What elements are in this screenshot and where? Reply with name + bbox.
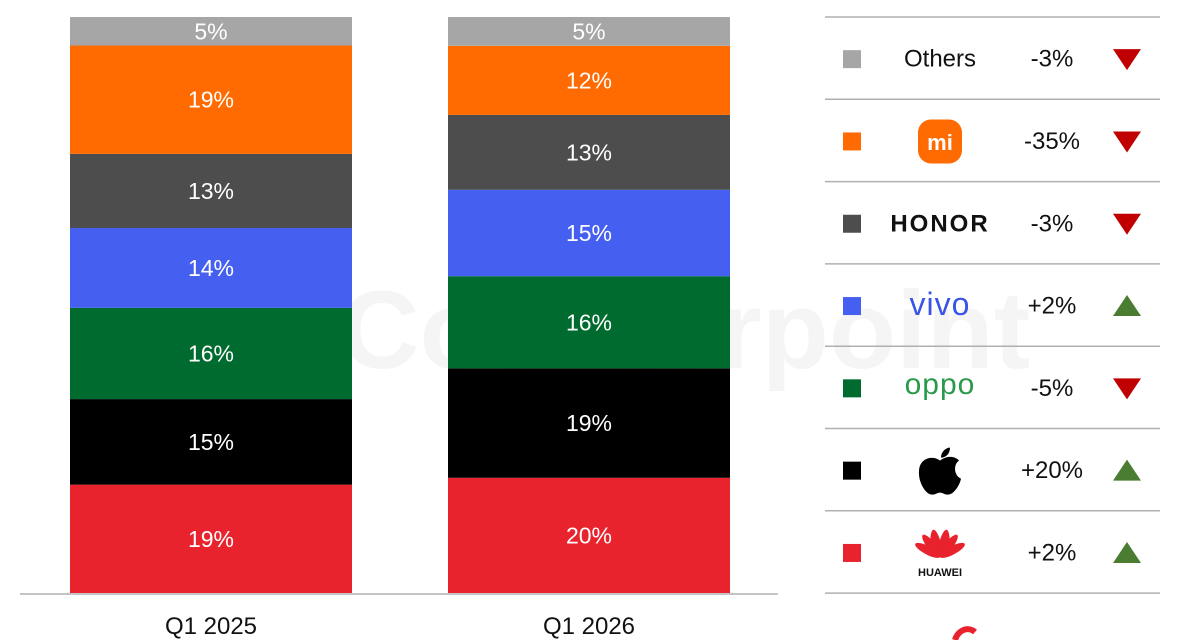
bar-segment-honor-1 xyxy=(448,114,730,190)
bar-label-xiaomi-0: 19% xyxy=(188,87,234,113)
arrow-up-icon xyxy=(1113,541,1141,563)
legend-change-apple: +20% xyxy=(1021,457,1083,484)
bar-segment-vivo-1 xyxy=(448,189,730,277)
bar-label-vivo-1: 15% xyxy=(566,220,612,246)
legend-row-honor: HONOR -3% xyxy=(825,210,1160,265)
legend-swatch-xiaomi xyxy=(843,132,861,151)
bar-label-xiaomi-1: 12% xyxy=(566,67,612,93)
bar-segment-others-1 xyxy=(448,17,730,46)
arrow-up-icon xyxy=(1113,295,1141,317)
bars-layer: 19% 15% 16% 14% 13% 19% 5% 20% 19% 16% 15% 13% 12% 5% xyxy=(70,17,730,593)
legend-row-apple: +20% xyxy=(825,447,1160,512)
arrow-down-icon xyxy=(1113,213,1141,235)
legend-swatch-huawei xyxy=(843,543,861,562)
category-label-1: Q1 2026 xyxy=(543,613,635,640)
legend-name-others: Others xyxy=(904,46,976,73)
arrow-down-icon xyxy=(1113,49,1141,71)
legend-name-xiaomi: mi xyxy=(927,130,953,155)
bar-segment-vivo-0 xyxy=(70,228,352,308)
category-label-0: Q1 2025 xyxy=(165,613,257,640)
oppo-logo-icon: oppo xyxy=(905,368,976,401)
legend-swatch-oppo xyxy=(843,379,861,398)
arrow-down-icon xyxy=(1113,378,1141,400)
legend-change-honor: -3% xyxy=(1031,210,1074,237)
arrow-down-icon xyxy=(1113,131,1141,153)
xiaomi-logo-icon: mi xyxy=(918,119,962,164)
bar-segment-others-0 xyxy=(70,17,352,46)
bar-segment-xiaomi-0 xyxy=(70,45,352,154)
bar-segment-huawei-1 xyxy=(448,477,730,593)
bar-segment-apple-0 xyxy=(70,399,352,485)
legend-swatch-others xyxy=(843,50,861,69)
legend-name-huawei: HUAWEI xyxy=(918,567,962,579)
bar-label-others-0: 5% xyxy=(194,18,227,44)
legend-change-oppo: -5% xyxy=(1031,375,1074,402)
bar-label-oppo-0: 16% xyxy=(188,340,234,366)
bar-label-apple-1: 19% xyxy=(566,410,612,436)
category-labels: Q1 2025 Q1 2026 xyxy=(165,613,635,640)
bar-label-huawei-1: 20% xyxy=(566,522,612,548)
legend-change-others: -3% xyxy=(1031,46,1074,73)
bar-segment-huawei-0 xyxy=(70,484,352,593)
legend-change-huawei: +2% xyxy=(1028,539,1077,566)
bar-label-honor-1: 13% xyxy=(566,139,612,165)
legend-swatch-honor xyxy=(843,214,861,233)
bar-segment-apple-1 xyxy=(448,368,730,478)
bar-label-oppo-1: 16% xyxy=(566,309,612,335)
bar-label-vivo-0: 14% xyxy=(188,255,234,281)
legend: Others -3% mi -35% HONOR -3% vivo +2% oppo -5% +20… xyxy=(825,16,1160,594)
bar-segment-xiaomi-1 xyxy=(448,45,730,115)
legend-row-xiaomi: mi -35% xyxy=(825,119,1160,183)
bar-segment-oppo-0 xyxy=(70,307,352,400)
bar-segment-oppo-1 xyxy=(448,276,730,369)
legend-row-oppo: oppo -5% xyxy=(825,368,1160,430)
legend-row-vivo: vivo +2% xyxy=(825,286,1160,347)
legend-change-vivo: +2% xyxy=(1028,293,1077,320)
honor-logo-icon: HONOR xyxy=(890,210,989,237)
legend-swatch-vivo xyxy=(843,297,861,316)
vivo-logo-icon: vivo xyxy=(910,286,971,322)
bar-label-apple-0: 15% xyxy=(188,429,234,455)
corner-logo-fragment xyxy=(952,626,977,640)
bar-segment-honor-0 xyxy=(70,153,352,229)
legend-row-huawei: HUAWEI +2% xyxy=(825,529,1160,594)
bar-label-honor-0: 13% xyxy=(188,178,234,204)
bar-label-others-1: 5% xyxy=(572,18,605,44)
apple-logo-icon xyxy=(918,447,969,495)
legend-swatch-apple xyxy=(843,461,861,480)
legend-row-others: Others -3% xyxy=(825,46,1160,101)
arrow-up-icon xyxy=(1113,459,1141,481)
huawei-logo-icon: HUAWEI xyxy=(915,529,965,579)
bar-label-huawei-0: 19% xyxy=(188,526,234,552)
legend-change-xiaomi: -35% xyxy=(1024,128,1080,155)
